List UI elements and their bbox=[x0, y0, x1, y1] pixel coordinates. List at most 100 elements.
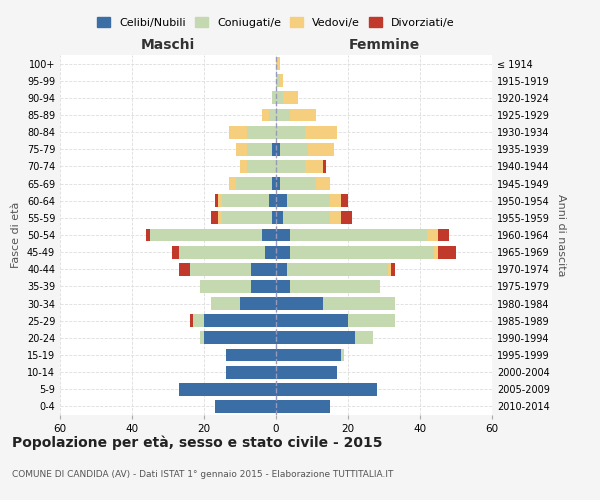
Bar bbox=[272, 212, 276, 224]
Bar bbox=[276, 92, 283, 104]
Bar bbox=[290, 280, 380, 293]
Bar bbox=[215, 194, 218, 207]
Bar bbox=[276, 57, 280, 70]
Bar bbox=[276, 314, 348, 327]
Bar bbox=[236, 143, 247, 156]
Bar bbox=[355, 332, 373, 344]
Bar bbox=[272, 143, 276, 156]
Bar bbox=[247, 160, 276, 173]
Bar bbox=[276, 108, 290, 122]
Bar bbox=[276, 280, 290, 293]
Bar bbox=[251, 263, 276, 276]
Bar bbox=[240, 297, 276, 310]
Bar bbox=[276, 400, 330, 413]
Bar bbox=[172, 246, 179, 258]
Bar bbox=[434, 246, 438, 258]
Bar bbox=[222, 212, 272, 224]
Bar bbox=[348, 314, 395, 327]
Bar bbox=[276, 177, 280, 190]
Text: Femmine: Femmine bbox=[349, 38, 419, 52]
Bar bbox=[330, 212, 341, 224]
Bar bbox=[305, 126, 337, 138]
Text: Popolazione per età, sesso e stato civile - 2015: Popolazione per età, sesso e stato civil… bbox=[12, 435, 383, 450]
Bar bbox=[305, 160, 323, 173]
Bar bbox=[247, 126, 276, 138]
Bar bbox=[276, 263, 287, 276]
Bar bbox=[280, 177, 316, 190]
Bar bbox=[236, 177, 272, 190]
Bar bbox=[269, 108, 276, 122]
Bar bbox=[276, 160, 305, 173]
Bar bbox=[240, 160, 247, 173]
Bar bbox=[287, 194, 330, 207]
Bar bbox=[341, 212, 352, 224]
Bar bbox=[427, 228, 438, 241]
Bar bbox=[308, 143, 334, 156]
Bar bbox=[323, 297, 395, 310]
Bar bbox=[222, 194, 269, 207]
Bar bbox=[190, 263, 251, 276]
Bar bbox=[341, 194, 348, 207]
Legend: Celibi/Nubili, Coniugati/e, Vedovi/e, Divorziati/e: Celibi/Nubili, Coniugati/e, Vedovi/e, Di… bbox=[94, 14, 458, 31]
Bar bbox=[276, 348, 341, 362]
Bar bbox=[280, 143, 308, 156]
Bar bbox=[211, 212, 218, 224]
Bar bbox=[269, 194, 276, 207]
Bar bbox=[290, 108, 316, 122]
Bar bbox=[290, 246, 434, 258]
Bar bbox=[262, 108, 269, 122]
Bar bbox=[265, 246, 276, 258]
Bar bbox=[280, 74, 283, 87]
Bar bbox=[211, 297, 240, 310]
Bar bbox=[272, 177, 276, 190]
Bar bbox=[226, 366, 276, 378]
Bar bbox=[276, 383, 377, 396]
Bar bbox=[229, 126, 247, 138]
Bar bbox=[226, 348, 276, 362]
Bar bbox=[438, 228, 449, 241]
Bar bbox=[290, 228, 427, 241]
Bar bbox=[276, 246, 290, 258]
Bar bbox=[200, 280, 251, 293]
Bar bbox=[438, 246, 456, 258]
Bar bbox=[316, 177, 330, 190]
Bar bbox=[276, 366, 337, 378]
Y-axis label: Fasce di età: Fasce di età bbox=[11, 202, 21, 268]
Bar bbox=[218, 194, 222, 207]
Bar bbox=[247, 143, 272, 156]
Bar bbox=[200, 332, 204, 344]
Bar bbox=[283, 92, 298, 104]
Bar bbox=[276, 143, 280, 156]
Bar bbox=[276, 297, 323, 310]
Bar bbox=[179, 246, 265, 258]
Bar bbox=[179, 263, 190, 276]
Bar bbox=[179, 383, 276, 396]
Bar bbox=[218, 212, 222, 224]
Bar bbox=[190, 314, 193, 327]
Bar bbox=[276, 74, 280, 87]
Bar bbox=[391, 263, 395, 276]
Bar bbox=[276, 332, 355, 344]
Bar bbox=[204, 332, 276, 344]
Y-axis label: Anni di nascita: Anni di nascita bbox=[556, 194, 566, 276]
Bar bbox=[251, 280, 276, 293]
Bar bbox=[276, 126, 305, 138]
Bar bbox=[276, 228, 290, 241]
Bar bbox=[229, 177, 236, 190]
Bar bbox=[262, 228, 276, 241]
Bar bbox=[215, 400, 276, 413]
Bar bbox=[323, 160, 326, 173]
Bar bbox=[283, 212, 330, 224]
Text: Maschi: Maschi bbox=[141, 38, 195, 52]
Bar bbox=[330, 194, 341, 207]
Bar bbox=[272, 92, 276, 104]
Bar bbox=[150, 228, 262, 241]
Bar bbox=[204, 314, 276, 327]
Bar bbox=[193, 314, 204, 327]
Bar bbox=[146, 228, 150, 241]
Bar bbox=[388, 263, 391, 276]
Bar bbox=[287, 263, 388, 276]
Text: COMUNE DI CANDIDA (AV) - Dati ISTAT 1° gennaio 2015 - Elaborazione TUTTITALIA.IT: COMUNE DI CANDIDA (AV) - Dati ISTAT 1° g… bbox=[12, 470, 394, 479]
Bar bbox=[276, 194, 287, 207]
Bar bbox=[341, 348, 344, 362]
